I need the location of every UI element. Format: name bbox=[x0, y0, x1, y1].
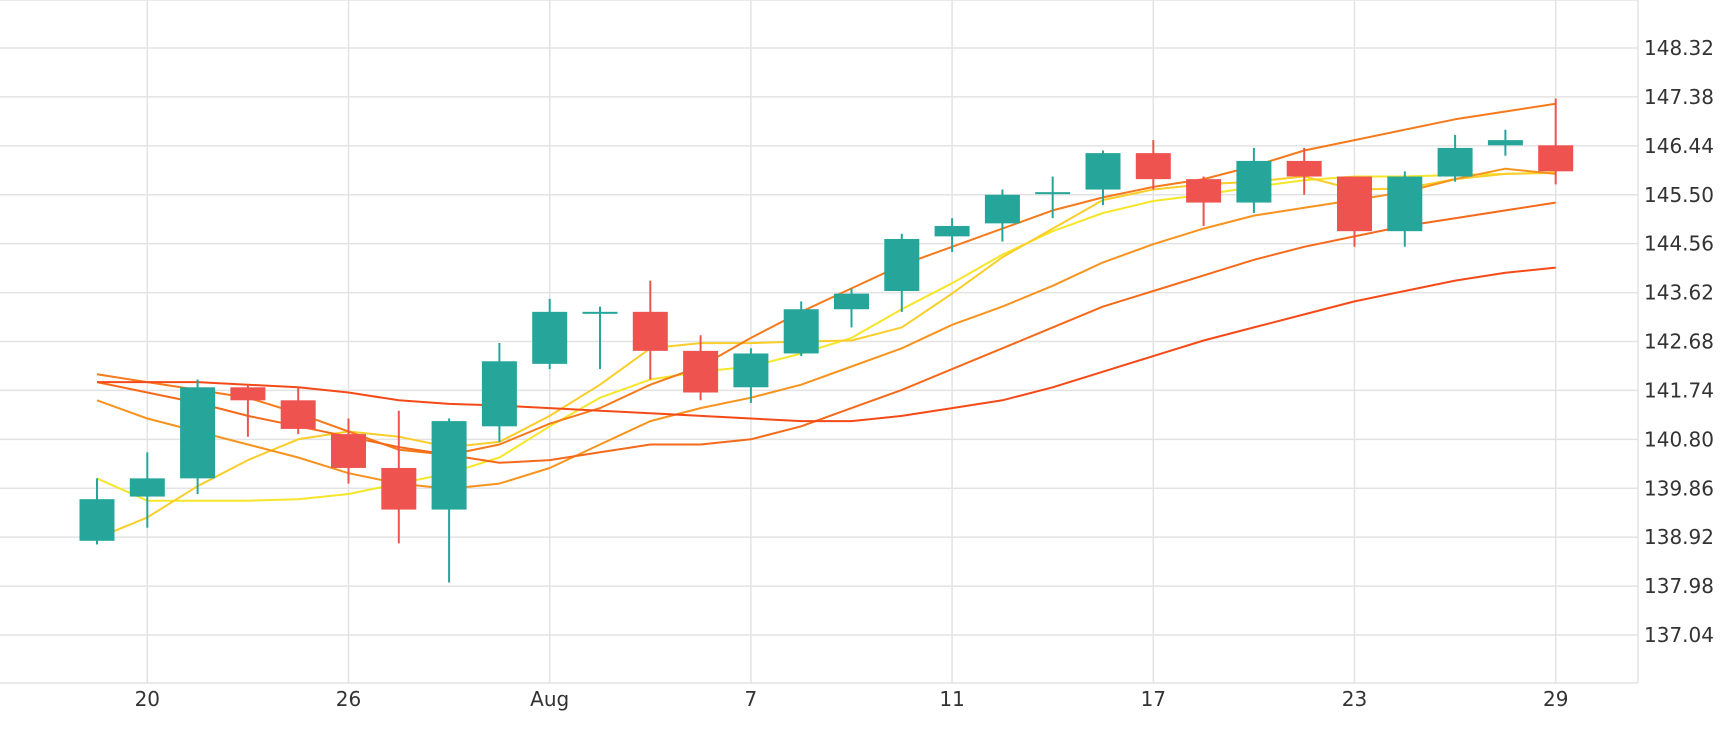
candle-body bbox=[280, 400, 316, 429]
candle-body bbox=[984, 194, 1020, 224]
x-tick-label: 20 bbox=[135, 687, 160, 711]
candle-body bbox=[1085, 153, 1121, 190]
x-tick-label: 29 bbox=[1543, 687, 1568, 711]
candle-down bbox=[331, 418, 366, 484]
moving-average-line bbox=[96, 171, 1556, 502]
candle-body bbox=[1135, 153, 1171, 180]
x-tick-label: 11 bbox=[939, 687, 964, 711]
candle-down bbox=[1286, 147, 1322, 195]
moving-average-line bbox=[96, 102, 1556, 456]
candle-body bbox=[1337, 176, 1372, 232]
candle-up bbox=[1487, 129, 1523, 156]
candle-up bbox=[1085, 150, 1121, 206]
y-tick-label: 144.56 bbox=[1644, 232, 1714, 256]
candle-up bbox=[783, 301, 819, 357]
y-tick-label: 140.80 bbox=[1644, 427, 1714, 451]
moving-average-line bbox=[96, 171, 1556, 540]
candle-body bbox=[431, 421, 467, 510]
y-tick-label: 137.04 bbox=[1644, 623, 1714, 647]
y-tick-label: 139.86 bbox=[1644, 476, 1714, 500]
x-tick-label: 7 bbox=[745, 687, 758, 711]
candle-up bbox=[481, 343, 517, 442]
candle-down bbox=[381, 410, 417, 544]
x-tick-label: 23 bbox=[1342, 687, 1367, 711]
candle-up bbox=[79, 478, 115, 545]
candle-up bbox=[733, 348, 769, 403]
candle-body bbox=[481, 361, 517, 427]
candle-body bbox=[180, 387, 216, 479]
candle-down bbox=[632, 280, 668, 380]
candle-up bbox=[934, 218, 970, 252]
candle-body bbox=[834, 293, 869, 310]
y-tick-label: 137.98 bbox=[1644, 574, 1714, 598]
candle-down bbox=[683, 335, 719, 401]
moving-average-lines bbox=[96, 102, 1556, 540]
candle-up bbox=[1437, 134, 1473, 182]
candle-body bbox=[1487, 140, 1523, 146]
candle-up bbox=[984, 189, 1020, 242]
y-tick-label: 138.92 bbox=[1644, 525, 1714, 549]
y-tick-label: 141.74 bbox=[1644, 378, 1714, 402]
candle-body bbox=[331, 434, 366, 468]
candle-up bbox=[180, 379, 216, 494]
candle-up bbox=[1387, 171, 1423, 247]
candle-body bbox=[1387, 176, 1423, 232]
y-tick-label: 145.50 bbox=[1644, 183, 1714, 207]
axes bbox=[0, 0, 1639, 684]
candle-body bbox=[1186, 179, 1222, 203]
candle-body bbox=[381, 467, 417, 510]
candle-body bbox=[733, 353, 769, 388]
candle-down bbox=[1337, 176, 1372, 247]
moving-average-line bbox=[96, 201, 1556, 464]
candle-down bbox=[1538, 98, 1574, 185]
candle-down bbox=[230, 384, 266, 437]
x-axis-tick-labels: 20 26 Aug 7 11 17 23 29 bbox=[135, 687, 1569, 711]
candle-up bbox=[582, 306, 618, 370]
y-tick-label: 142.68 bbox=[1644, 330, 1714, 354]
candle-body bbox=[783, 309, 819, 354]
candle-body bbox=[582, 311, 618, 314]
candle-up bbox=[1236, 147, 1272, 213]
moving-average-line bbox=[97, 266, 1556, 423]
candle-body bbox=[884, 238, 920, 292]
candle-up bbox=[129, 452, 165, 528]
candle-body bbox=[1437, 147, 1473, 177]
candle-body bbox=[1286, 160, 1322, 177]
candle-body bbox=[632, 311, 668, 351]
candle-down bbox=[1135, 140, 1171, 190]
candle-down bbox=[1186, 176, 1222, 226]
x-tick-label: 17 bbox=[1141, 687, 1166, 711]
candle-body bbox=[79, 499, 115, 541]
y-tick-label: 148.32 bbox=[1644, 36, 1714, 60]
candle-body bbox=[683, 350, 719, 393]
x-tick-label: 26 bbox=[336, 687, 361, 711]
candle-body bbox=[230, 387, 266, 401]
candle-body bbox=[532, 311, 568, 364]
candle-up bbox=[1035, 176, 1071, 219]
candle-up bbox=[431, 418, 467, 583]
candles bbox=[79, 98, 1574, 583]
x-tick-label: Aug bbox=[530, 687, 569, 711]
y-tick-label: 147.38 bbox=[1644, 85, 1714, 109]
grid bbox=[0, 0, 1638, 683]
candle-up bbox=[532, 298, 568, 370]
candle-body bbox=[1236, 160, 1272, 203]
candle-body bbox=[129, 478, 165, 497]
candle-up bbox=[834, 288, 869, 328]
candle-body bbox=[1538, 145, 1574, 172]
y-tick-label: 143.62 bbox=[1644, 281, 1714, 305]
moving-average-line bbox=[96, 167, 1556, 490]
candle-body bbox=[1035, 192, 1071, 195]
candle-down bbox=[280, 387, 316, 435]
candle-body bbox=[934, 225, 970, 237]
y-tick-label: 146.44 bbox=[1644, 134, 1714, 158]
y-axis-tick-labels: 148.32 147.38 146.44 145.50 144.56 143.62 142.… bbox=[1644, 36, 1714, 647]
candle-up bbox=[884, 233, 920, 312]
